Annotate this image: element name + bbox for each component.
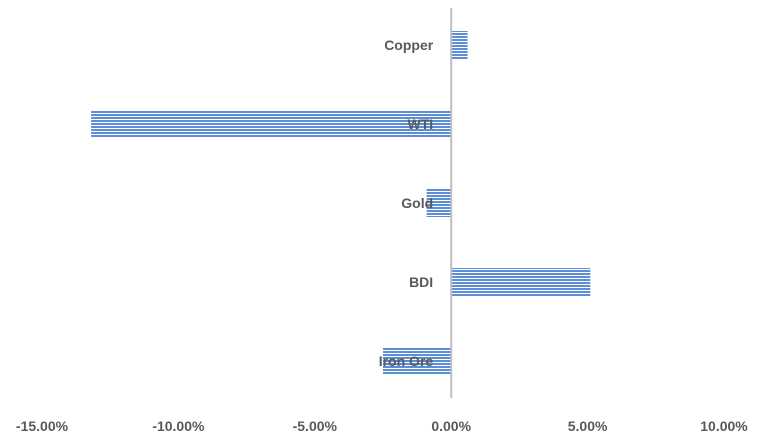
x-tick-label: -10.00% <box>152 418 205 434</box>
x-tick-label: 0.00% <box>431 418 471 434</box>
category-label-wti: WTI <box>408 116 434 132</box>
x-tick-label: -15.00% <box>16 418 69 434</box>
bar-iron-ore <box>383 347 452 375</box>
bar-bdi <box>451 268 591 296</box>
category-label-iron-ore: Iron Ore <box>379 353 434 369</box>
x-axis-tick-labels: -15.00% -10.00% -5.00% 0.00% 5.00% 10.00% <box>16 418 748 434</box>
x-tick-label: 10.00% <box>700 418 748 434</box>
bar-copper <box>451 31 468 59</box>
x-tick-label: -5.00% <box>293 418 338 434</box>
x-tick-label: 5.00% <box>568 418 608 434</box>
category-label-bdi: BDI <box>409 274 433 290</box>
bar-wti <box>91 110 452 138</box>
bar-gold <box>426 189 452 217</box>
category-label-gold: Gold <box>401 195 433 211</box>
bars-layer <box>91 31 591 375</box>
category-label-copper: Copper <box>384 37 434 53</box>
category-labels: Copper WTI Gold BDI Iron Ore <box>379 37 434 369</box>
